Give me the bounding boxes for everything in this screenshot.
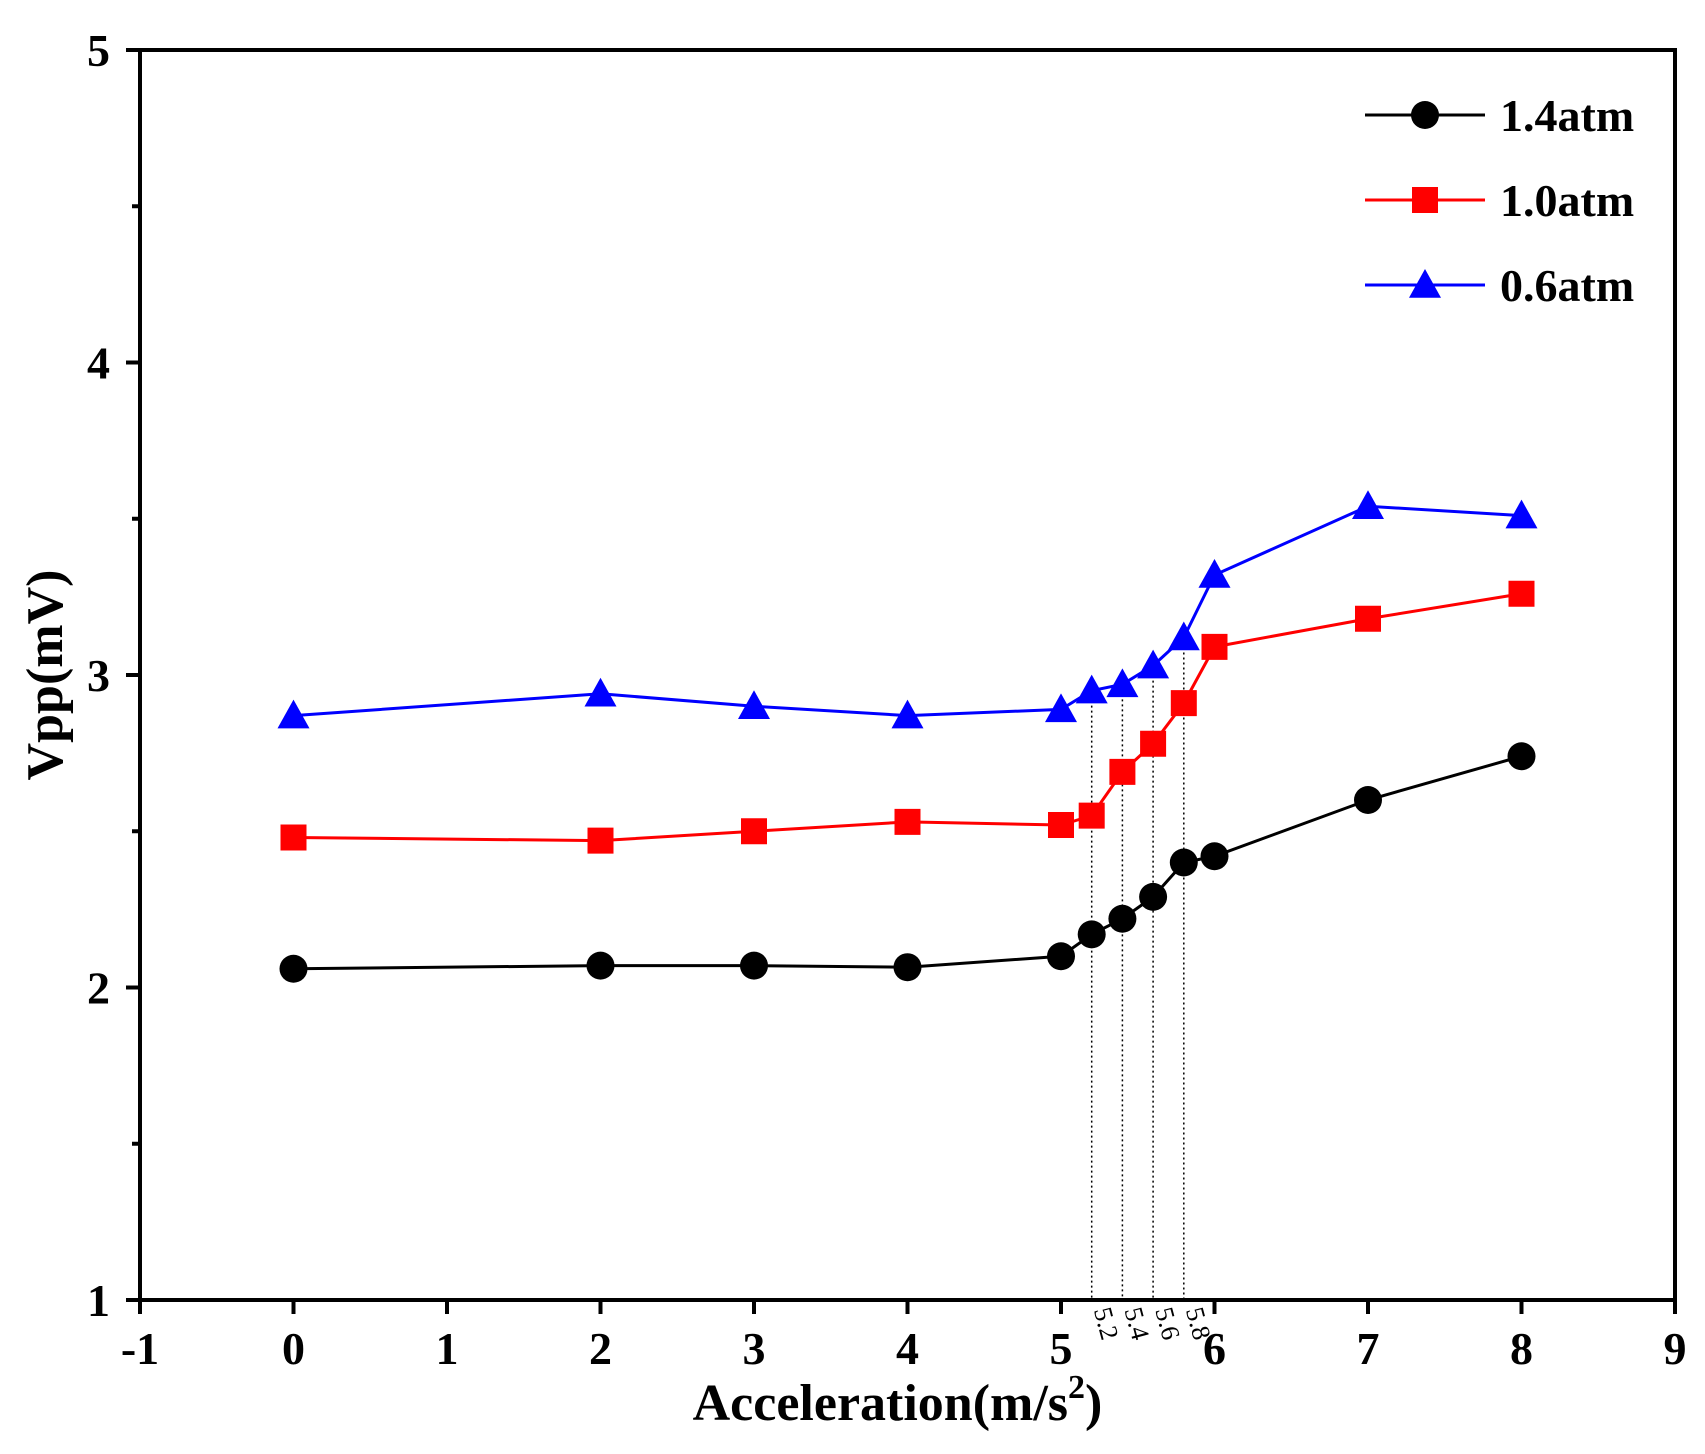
legend: 1.4atm 1.0atm 0.6atm [1365,90,1634,311]
series-line [293,754,1522,971]
data-point [1137,649,1170,679]
y-tick-label: 2 [87,963,110,1014]
data-point [586,951,615,980]
data-point [1507,742,1536,771]
x-tick-label: 4 [896,1323,919,1374]
data-point [1078,802,1105,829]
data-point [738,690,770,720]
data-point [1140,730,1167,757]
data-point [1170,690,1197,717]
series-line [293,592,1522,843]
legend-label: 1.4atm [1500,90,1634,141]
plot-frame [138,48,1677,1302]
data-point [1169,848,1198,877]
series-1.0atm [280,580,1535,854]
data-point [894,808,921,835]
x-axis-title-close: ) [1085,1375,1102,1432]
data-point [1352,490,1384,520]
x-minor-tick-label: 5.4 [1119,1304,1155,1343]
x-minor-tick-label: 5.6 [1149,1304,1185,1343]
data-point [1167,621,1200,651]
x-axis-title: Acceleration(m/s2) [693,1369,1103,1432]
data-point [1139,882,1168,911]
data-point [1048,812,1074,838]
data-point [1505,499,1538,529]
y-tick-label: 4 [87,338,110,389]
data-point [1106,668,1139,698]
data-point [893,953,922,982]
data-point [1075,674,1108,704]
data-point [891,699,924,729]
series-layer [277,490,1538,983]
data-point [280,824,307,851]
axis-ticks [126,48,1677,1314]
legend-marker [1411,101,1439,129]
series-0.6atm [277,490,1538,729]
data-point [1200,842,1229,871]
x-tick-label: 7 [1357,1323,1380,1374]
data-point [1201,633,1228,660]
legend-label: 1.0atm [1500,175,1634,226]
x-tick-label: 9 [1664,1323,1687,1374]
legend-marker [1409,269,1441,298]
data-point [1355,605,1381,632]
legend-marker [1412,187,1438,213]
data-point [584,677,617,707]
legend-label: 0.6atm [1500,260,1634,311]
data-point [741,818,767,845]
x-tick-label: 5 [1050,1323,1073,1374]
data-point [1198,559,1231,588]
x-axis-title-superscript: 2 [1068,1369,1085,1406]
y-tick-label: 1 [87,1275,110,1326]
x-tick-label: 0 [282,1323,305,1374]
data-point [1047,942,1075,971]
data-point [1108,904,1137,933]
x-tick-label: 2 [589,1323,612,1374]
data-point [740,951,768,980]
reference-lines [1090,637,1185,1300]
x-tick-label: 6 [1203,1323,1226,1374]
x-tick-label: 3 [743,1323,766,1374]
y-axis-title: Vpp(mV) [17,570,74,781]
data-point [1109,758,1136,785]
series-1.4atm [279,742,1536,983]
y-tick-label: 3 [87,650,110,701]
y-tick-label: 5 [87,25,110,76]
x-tick-label: -1 [121,1323,159,1374]
data-point [279,954,308,983]
data-point [277,699,310,729]
x-axis-title-main: Acceleration(m/s [693,1375,1068,1432]
x-minor-tick-label: 5.2 [1088,1304,1124,1343]
x-tick-label: 1 [436,1323,459,1374]
data-point [1045,693,1077,723]
x-tick-label: 8 [1510,1323,1533,1374]
data-point [587,827,614,854]
data-point [1354,786,1382,814]
series-line [293,504,1522,718]
data-point [1077,920,1106,949]
data-point [1508,580,1535,607]
